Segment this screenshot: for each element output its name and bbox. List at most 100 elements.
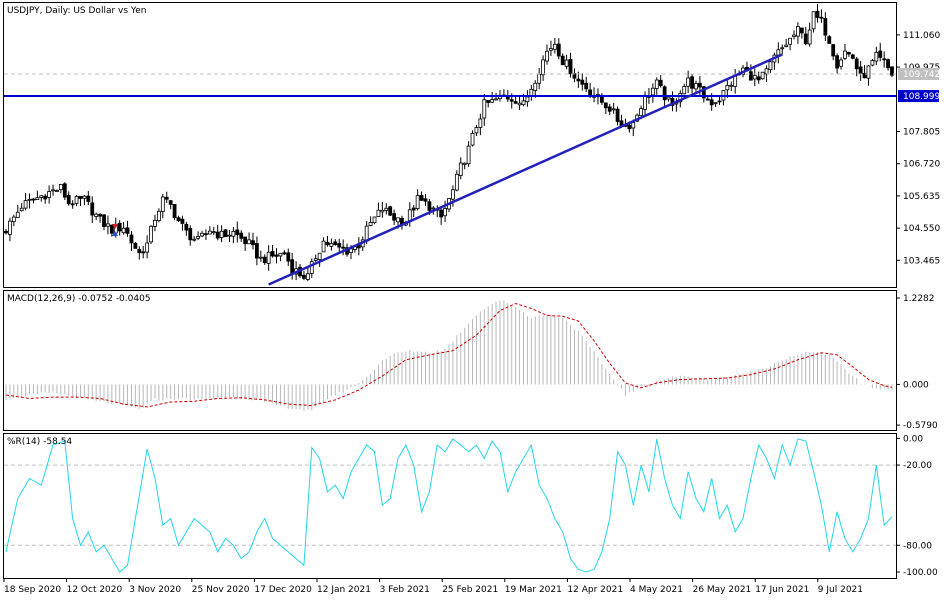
candle <box>317 252 322 267</box>
candle <box>35 190 40 201</box>
candle <box>862 64 867 79</box>
candle <box>196 231 200 241</box>
date-tick-label: 25 Nov 2020 <box>192 585 250 595</box>
candle <box>176 215 181 222</box>
candle <box>870 59 875 67</box>
candle <box>823 12 828 41</box>
candle <box>23 192 28 211</box>
candle <box>309 258 314 278</box>
candle <box>615 106 620 126</box>
macd-panel <box>3 290 897 431</box>
candle <box>305 267 310 282</box>
candle <box>168 199 173 210</box>
candle <box>188 225 193 246</box>
candle <box>411 205 416 218</box>
williams-tick-label: -80.00 <box>903 541 932 551</box>
date-tick-label: 12 Jan 2021 <box>317 585 371 595</box>
candle <box>149 225 153 245</box>
candle <box>117 220 122 236</box>
candle <box>207 226 212 235</box>
svg-text:109.742: 109.742 <box>903 70 940 80</box>
candle <box>854 56 859 77</box>
candle <box>462 162 467 170</box>
candle <box>690 73 694 94</box>
candle <box>74 195 79 207</box>
candle <box>686 70 691 93</box>
current-price-tag: 109.742 <box>898 67 940 80</box>
candle <box>137 246 142 260</box>
candle <box>835 53 840 74</box>
candle <box>282 250 287 256</box>
candle <box>368 216 373 227</box>
candle <box>94 212 99 221</box>
date-tick-label: 25 Feb 2021 <box>442 585 498 595</box>
candle <box>43 193 48 204</box>
candle <box>419 191 424 201</box>
candle <box>255 236 259 266</box>
date-tick-label: 4 May 2021 <box>630 585 683 595</box>
candle <box>78 195 83 206</box>
candle <box>796 22 800 44</box>
price-tick-label: 105.635 <box>903 192 940 202</box>
candle <box>607 103 612 115</box>
macd-signal-line <box>5 302 893 408</box>
candle <box>717 95 722 105</box>
date-tick-label: 18 Sep 2020 <box>4 585 61 595</box>
candle <box>321 237 326 253</box>
candle <box>423 194 428 206</box>
candle <box>47 185 52 204</box>
macd-tick-label: -0.5790 <box>903 421 938 431</box>
candle <box>153 214 157 232</box>
candle <box>384 203 389 215</box>
candle <box>831 43 836 61</box>
candle <box>15 204 20 219</box>
candle <box>380 202 385 218</box>
sell-arrow-icon <box>112 224 118 229</box>
candle <box>156 208 161 223</box>
candle <box>768 58 773 73</box>
candle <box>278 252 283 262</box>
candle <box>86 190 91 206</box>
macd-tick-label: 0.000 <box>903 380 929 390</box>
candle <box>803 26 808 46</box>
williams-tick-label: 0.00 <box>903 434 923 444</box>
candle <box>478 113 483 136</box>
candle <box>392 209 397 225</box>
candle <box>262 254 267 265</box>
candle <box>650 83 655 103</box>
candle <box>878 42 883 62</box>
candle <box>270 245 275 258</box>
support-price-tag: 108.999 <box>898 90 940 103</box>
candle <box>388 205 393 217</box>
candle <box>611 102 616 114</box>
candle <box>603 102 608 115</box>
macd-tick-label: 1.2282 <box>903 294 935 304</box>
candle <box>215 224 220 241</box>
candle <box>752 68 757 87</box>
candle <box>231 226 236 244</box>
candle <box>274 248 279 264</box>
candle <box>27 193 32 209</box>
candle <box>223 228 228 238</box>
price-tick-label: 104.550 <box>903 224 940 234</box>
candle <box>780 44 785 55</box>
candle <box>517 95 522 110</box>
candle <box>482 94 487 126</box>
candle <box>325 235 330 247</box>
date-tick-label: 17 Jun 2021 <box>755 585 809 595</box>
price-tick-label: 106.720 <box>903 160 940 170</box>
candle <box>62 182 67 201</box>
candle <box>639 105 643 117</box>
candle <box>109 224 114 237</box>
candle <box>211 226 216 235</box>
uptrend-line[interactable] <box>268 53 783 286</box>
candle <box>580 73 585 91</box>
candle <box>654 77 659 95</box>
candle <box>160 193 165 219</box>
candle <box>51 184 55 196</box>
candle <box>713 102 718 107</box>
candle <box>227 230 232 242</box>
candle <box>454 170 459 192</box>
candle <box>890 66 894 78</box>
